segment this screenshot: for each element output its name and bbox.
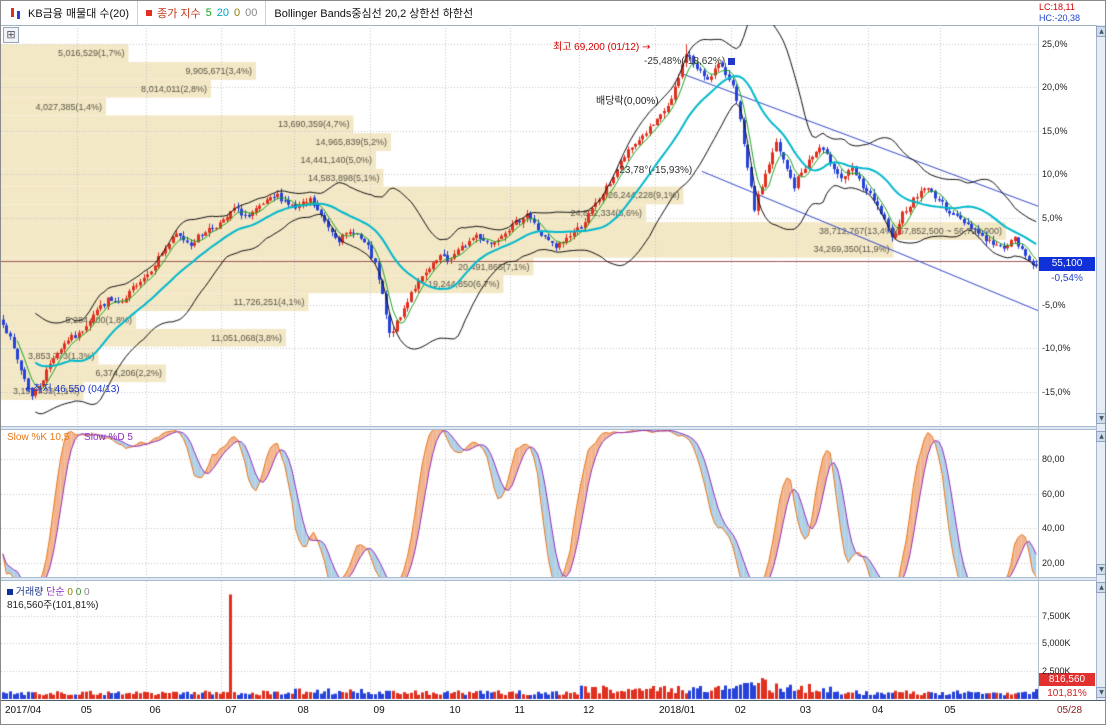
profile-settings-button[interactable]: ⊞ bbox=[3, 27, 19, 43]
annotation-trendline-angle: -23,78°(-15,93%) bbox=[616, 165, 693, 176]
volume-value-tag: 816,560 bbox=[1039, 673, 1095, 686]
x-axis-label: 04 bbox=[872, 705, 884, 716]
close-legend-label: 종가 지수 bbox=[157, 8, 201, 20]
x-axis-label: 10 bbox=[449, 705, 461, 716]
volume-pct-tag: 101,81% bbox=[1047, 688, 1087, 699]
titlebar: KB금융 매물대 수(20) 종가 지수 5 20 0 00 Bollinger… bbox=[1, 1, 1105, 26]
price-scroll-down-button[interactable]: ▼ bbox=[1096, 413, 1105, 424]
high-change-label: HC:-20,38 bbox=[1039, 13, 1081, 23]
panel-splitter-1[interactable] bbox=[1, 426, 1105, 430]
stoch-scroll-down-button[interactable]: ▼ bbox=[1096, 564, 1105, 575]
x-axis-label: 03 bbox=[799, 705, 812, 716]
x-axis-label: 07 bbox=[225, 705, 237, 716]
price-chart-canvas[interactable] bbox=[1, 25, 1038, 426]
annotation-drawdown: -25,48%(-18,62%) bbox=[644, 56, 736, 67]
price-axis-tick: -15,0% bbox=[1042, 386, 1071, 397]
volume-scroll-up-button[interactable]: ▲ bbox=[1096, 582, 1105, 593]
price-axis-tick: 5,0% bbox=[1042, 212, 1063, 223]
stoch-legend: Slow %K 10,5 Slow %D 5 bbox=[7, 432, 133, 443]
volume-axis-tick: 5,000K bbox=[1042, 638, 1071, 649]
ma-legend: 종가 지수 5 20 0 00 bbox=[138, 1, 267, 25]
current-price-change: -0,54% bbox=[1051, 273, 1083, 284]
marker-square-icon[interactable] bbox=[728, 57, 736, 65]
volume-scroll-down-button[interactable]: ▼ bbox=[1096, 687, 1105, 698]
volume-axis-tick: 2,500K bbox=[1042, 665, 1071, 676]
stochastic-chart-canvas[interactable] bbox=[1, 430, 1038, 577]
x-axis-label: 09 bbox=[373, 705, 385, 716]
x-axis-end-date: 05/28 bbox=[1057, 705, 1083, 716]
stoch-axis-tick: 60,00 bbox=[1042, 488, 1065, 499]
stoch-axis-tick: 80,00 bbox=[1042, 454, 1065, 464]
x-axis-label: 2017/04 bbox=[5, 705, 42, 716]
low-change-label: LC:18,11 bbox=[1039, 2, 1075, 12]
price-axis-tick: -10,0% bbox=[1042, 343, 1071, 353]
axis-divider bbox=[1038, 25, 1039, 700]
price-axis-tick: 25,0% bbox=[1042, 38, 1068, 49]
x-axis-label: 05 bbox=[944, 705, 956, 716]
price-axis-tick: 15,0% bbox=[1042, 125, 1068, 136]
drawdown-label: -25,48%(-18,62%) bbox=[644, 56, 726, 67]
bollinger-label: Bollinger Bands중심선 20,2 상한선 하한선 bbox=[274, 8, 474, 20]
annotation-high: 최고 69,200 (01/12) → bbox=[553, 38, 650, 53]
x-axis-label: 05 bbox=[80, 705, 92, 716]
slow-k-label: Slow %K 10,5 bbox=[7, 432, 70, 443]
x-axis-label: 08 bbox=[297, 705, 309, 716]
x-axis-label: 2018/01 bbox=[658, 705, 696, 716]
candle-chart-icon bbox=[9, 6, 23, 20]
ma120-value: 00 bbox=[245, 7, 258, 19]
title-section: KB금융 매물대 수(20) bbox=[1, 1, 139, 25]
panel-splitter-2[interactable] bbox=[1, 577, 1105, 581]
annotation-low: ←최저 46,550 (04/13) bbox=[25, 380, 120, 395]
x-axis-label: 11 bbox=[514, 705, 525, 716]
scrollbar-track[interactable] bbox=[1096, 25, 1105, 700]
volume-legend: 거래량 단순 0 0 0 bbox=[7, 583, 90, 598]
slow-d-label: Slow %D 5 bbox=[84, 432, 133, 443]
bollinger-legend: Bollinger Bands중심선 20,2 상한선 하한선 bbox=[266, 1, 481, 25]
x-axis-label: 06 bbox=[149, 705, 161, 716]
high-label: 최고 69,200 (01/12) bbox=[553, 42, 640, 53]
volume-current: 816,560주(101,81%) bbox=[7, 600, 99, 611]
volume-type: 단순 bbox=[46, 587, 65, 598]
x-axis-label: 12 bbox=[583, 705, 595, 716]
price-axis-tick: 10,0% bbox=[1042, 169, 1068, 179]
volume-name: 거래량 bbox=[15, 587, 44, 598]
volume-chart-canvas[interactable] bbox=[1, 581, 1038, 700]
volume-ma3: 0 bbox=[84, 587, 90, 598]
volume-axis-tick: 7,500K bbox=[1042, 611, 1071, 622]
price-axis-tick: -5,0% bbox=[1042, 299, 1066, 310]
annotation-ex-dividend: 배당락(0,00%) bbox=[596, 96, 659, 107]
low-label: 최저 46,550 (04/13) bbox=[33, 384, 120, 395]
arrow-right-icon: → bbox=[642, 42, 651, 53]
ma5-value: 5 bbox=[205, 7, 212, 19]
price-axis-tick: 20,0% bbox=[1042, 82, 1068, 92]
stoch-axis-tick: 20,00 bbox=[1042, 557, 1065, 568]
ma60-value: 0 bbox=[234, 7, 241, 19]
close-price-icon bbox=[146, 10, 153, 16]
x-axis bbox=[1, 700, 1105, 724]
price-scroll-up-button[interactable]: ▲ bbox=[1096, 26, 1105, 37]
arrow-left-icon: ← bbox=[25, 384, 34, 395]
stoch-axis-tick: 40,00 bbox=[1042, 523, 1065, 533]
x-axis-label: 02 bbox=[734, 705, 746, 716]
ma20-value: 20 bbox=[216, 7, 229, 19]
stoch-scroll-up-button[interactable]: ▲ bbox=[1096, 431, 1105, 442]
volume-ma2: 0 bbox=[75, 587, 82, 598]
scale-info: LC:18,11 HC:-20,38 bbox=[1039, 2, 1080, 24]
page-title: KB금융 매물대 수(20) bbox=[28, 8, 130, 20]
current-price-tag: 55,100 bbox=[1039, 257, 1095, 271]
volume-icon bbox=[7, 589, 13, 595]
volume-ma1: 0 bbox=[67, 587, 73, 598]
